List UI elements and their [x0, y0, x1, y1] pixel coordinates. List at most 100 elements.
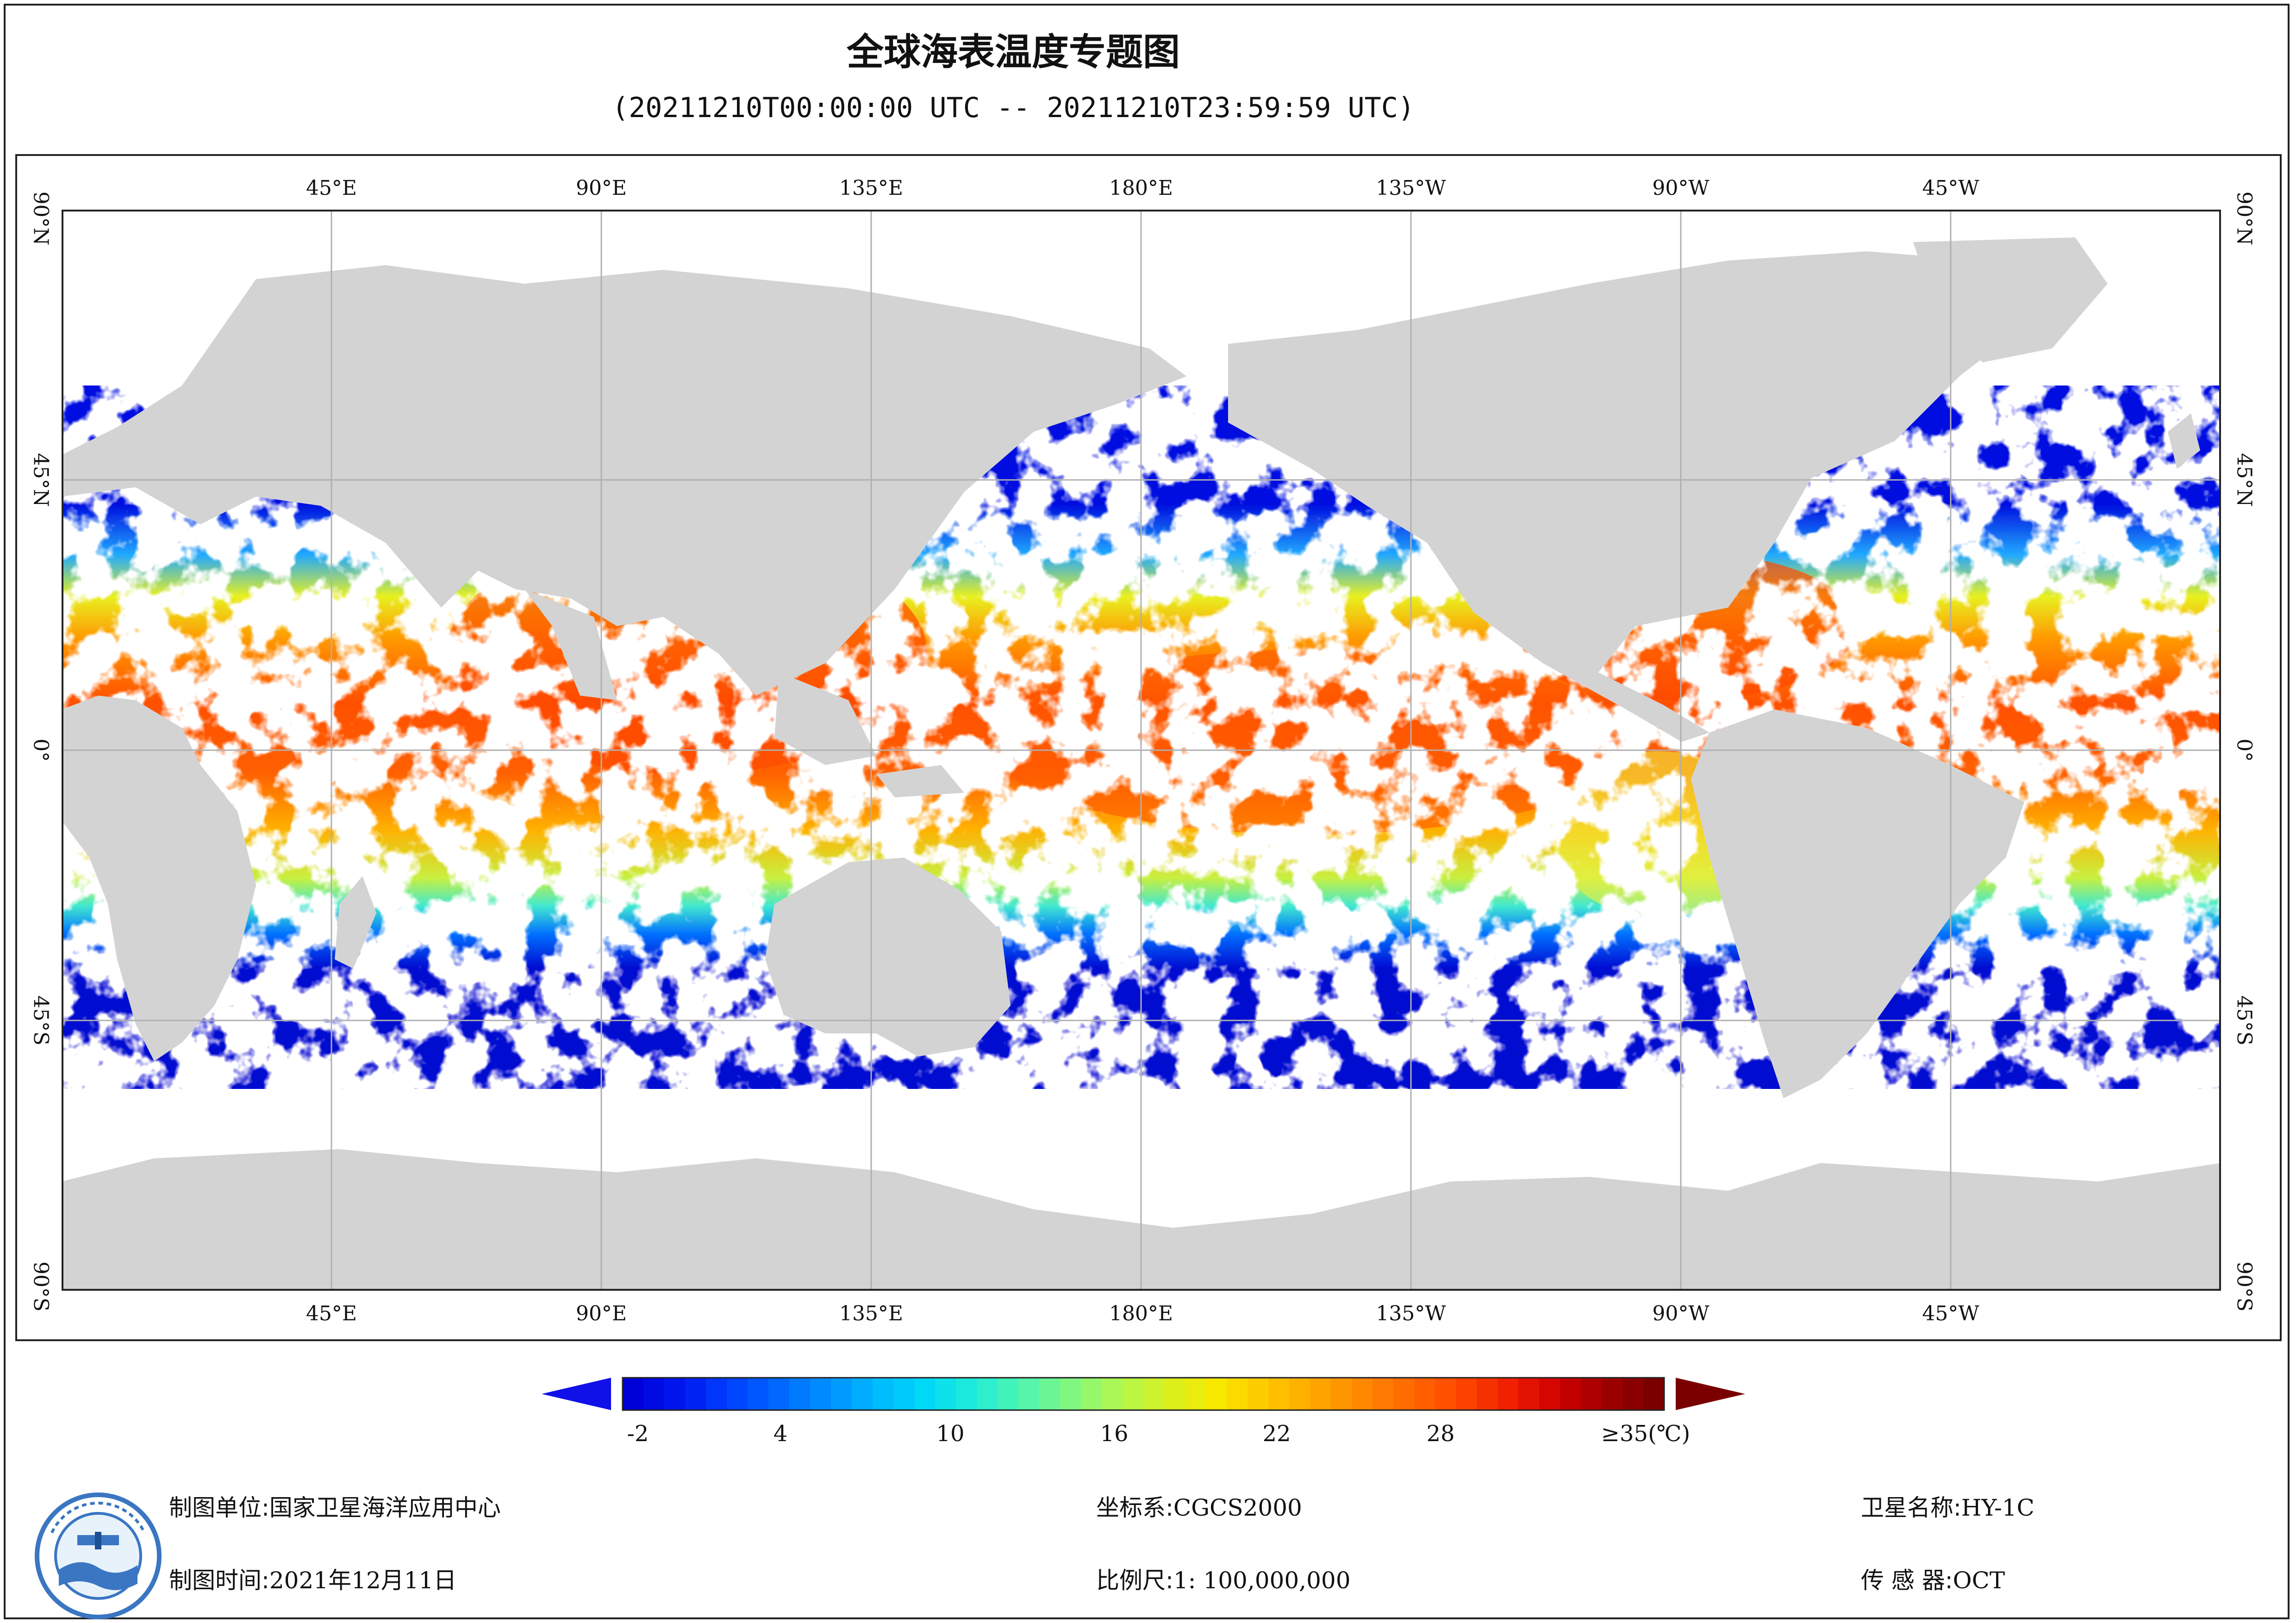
colorbar-cell — [1018, 1378, 1040, 1410]
footer-time: 制图时间:2021年12月11日 — [169, 1562, 456, 1595]
footer-unit-label: 制图单位: — [169, 1494, 269, 1521]
colorbar-label-neg2: -2 — [627, 1421, 649, 1447]
colorbar-cell — [831, 1378, 852, 1410]
tick-right-0: 0° — [2232, 739, 2256, 762]
colorbar-cell — [852, 1378, 873, 1410]
tick-bottom-180e: 180°E — [1109, 1302, 1173, 1325]
colorbar-cell — [768, 1378, 790, 1410]
footer-sensor-label: 传 感 器: — [1861, 1567, 1953, 1594]
colorbar-cell — [1102, 1378, 1123, 1410]
colorbar-cell — [893, 1378, 915, 1410]
colorbar-cell — [1456, 1378, 1477, 1410]
colorbar-cell — [1539, 1378, 1560, 1410]
colorbar-cell — [873, 1378, 894, 1410]
colorbar-cell — [1581, 1378, 1602, 1410]
colorbar-under-arrow — [542, 1378, 611, 1410]
tick-left-45s: 45°S — [29, 995, 53, 1046]
tick-bottom-45w: 45°W — [1922, 1302, 1979, 1325]
tick-top-90e: 90°E — [575, 176, 627, 200]
colorbar-cell — [914, 1378, 936, 1410]
footer-unit-value: 国家卫星海洋应用中心 — [269, 1494, 501, 1521]
footer-crs-value: CGCS2000 — [1173, 1494, 1302, 1521]
colorbar-cell — [1560, 1378, 1581, 1410]
colorbar-cell — [706, 1378, 727, 1410]
land-uk — [2168, 413, 2200, 469]
footer-time-value: 2021年12月11日 — [269, 1567, 457, 1594]
tick-left-90n: 90°N — [29, 191, 53, 246]
land-australia — [765, 858, 1011, 1057]
colorbar-cell — [1310, 1378, 1331, 1410]
footer-scale-label: 比例尺: — [1096, 1567, 1173, 1594]
tick-right-45s: 45°S — [2232, 995, 2256, 1046]
graticule — [62, 210, 2221, 1291]
colorbar-cell — [643, 1378, 665, 1410]
colorbar-border — [622, 1377, 1665, 1411]
tick-top-135w: 135°W — [1376, 176, 1446, 200]
colorbar-cell — [685, 1378, 706, 1410]
land-north-america — [1228, 251, 2043, 742]
colorbar-over-arrow — [1676, 1378, 1745, 1410]
colorbar-cell — [1123, 1378, 1144, 1410]
footer-satellite-label: 卫星名称: — [1861, 1494, 1961, 1521]
tick-right-45n: 45°N — [2232, 453, 2256, 507]
footer-satellite-value: HY-1C — [1961, 1494, 2034, 1521]
tick-bottom-135w: 135°W — [1376, 1302, 1446, 1325]
sst-map[interactable] — [62, 210, 2221, 1291]
nsoas-logo — [35, 1492, 162, 1619]
land-japan — [890, 469, 932, 543]
tick-top-45e: 45°E — [306, 176, 357, 200]
colorbar-cell — [956, 1378, 977, 1410]
tick-bottom-135e: 135°E — [839, 1302, 904, 1325]
colorbar-cell — [1373, 1378, 1394, 1410]
land-madagascar — [335, 876, 376, 969]
colorbar-cell — [1248, 1378, 1269, 1410]
colorbar-cell — [1352, 1378, 1373, 1410]
land-indonesia — [774, 672, 964, 797]
colorbar-cell — [1393, 1378, 1415, 1410]
land-greenland — [1913, 237, 2108, 362]
tick-top-180e: 180°E — [1109, 176, 1173, 200]
colorbar-cell — [1185, 1378, 1206, 1410]
footer-scale-value: 1: 100,000,000 — [1173, 1567, 1351, 1594]
sst-warm-pacific — [987, 649, 1635, 834]
tick-left-0: 0° — [29, 739, 53, 762]
colorbar-label-35: ≥35(℃) — [1601, 1421, 1691, 1447]
colorbar-label-22: 22 — [1262, 1421, 1291, 1447]
colorbar-cell — [1060, 1378, 1081, 1410]
outer-frame — [4, 4, 2290, 1619]
colorbar-cell — [1227, 1378, 1248, 1410]
colorbar-label-16: 16 — [1100, 1421, 1129, 1447]
colorbar-label-4: 4 — [773, 1421, 788, 1447]
time-range-subtitle: (20211210T00:00:00 UTC -- 20211210T23:59… — [612, 92, 1415, 124]
land-south-america — [1691, 709, 2024, 1098]
tick-left-45n: 45°N — [29, 453, 53, 507]
colorbar-cell — [1081, 1378, 1102, 1410]
colorbar-cell — [1143, 1378, 1165, 1410]
colorbar-cell — [748, 1378, 769, 1410]
footer-crs-label: 坐标系: — [1096, 1494, 1173, 1521]
land-africa — [62, 696, 256, 1061]
tick-bottom-90w: 90°W — [1652, 1302, 1710, 1325]
map-title: 全球海表温度专题图 — [847, 31, 1180, 74]
map-border — [62, 210, 2221, 1291]
colorbar-cell — [1268, 1378, 1290, 1410]
colorbar-cell — [1602, 1378, 1623, 1410]
colorbar-cell — [998, 1378, 1019, 1410]
colorbar-cell — [1331, 1378, 1352, 1410]
colorbar-cell — [664, 1378, 686, 1410]
colorbar-cell — [1622, 1378, 1644, 1410]
colorbar-cell — [623, 1378, 644, 1410]
tick-top-90w: 90°W — [1652, 176, 1710, 200]
tick-right-90n: 90°N — [2232, 191, 2256, 246]
footer-unit: 制图单位:国家卫星海洋应用中心 — [169, 1489, 501, 1523]
colorbar-cell — [1289, 1378, 1310, 1410]
map-frame — [15, 154, 2282, 1341]
land-india — [524, 589, 617, 700]
colorbar-cell — [789, 1378, 811, 1410]
colorbar-label-10: 10 — [936, 1421, 965, 1447]
colorbar-cell — [1435, 1378, 1456, 1410]
footer-satellite: 卫星名称:HY-1C — [1861, 1489, 2034, 1523]
colorbar-cell — [1497, 1378, 1519, 1410]
tick-bottom-45e: 45°E — [306, 1302, 357, 1325]
colorbar-cell — [935, 1378, 956, 1410]
